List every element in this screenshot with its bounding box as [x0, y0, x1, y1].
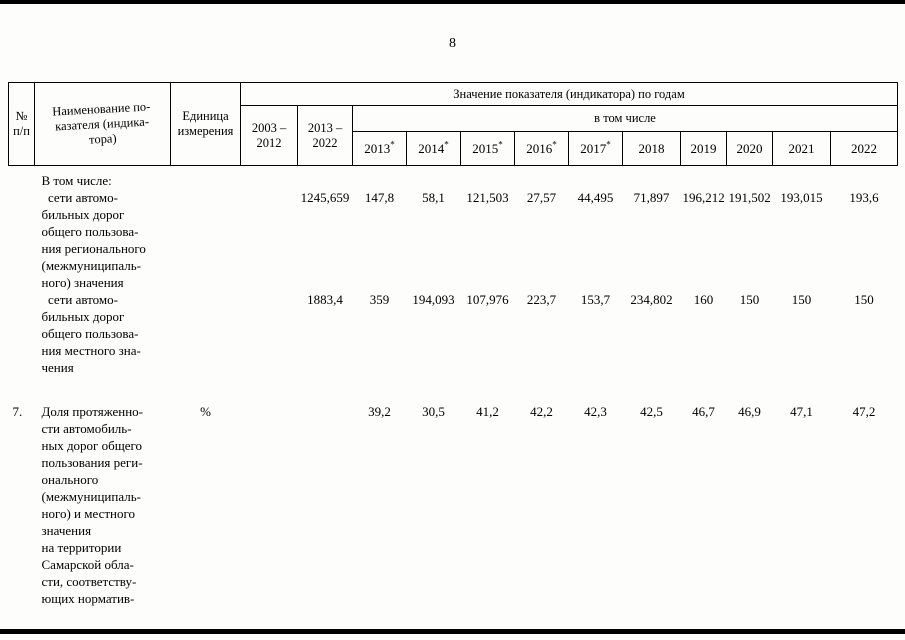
row-name: сети автомо- бильных дорог общего пользо…: [41, 292, 141, 375]
footnote-star: *: [606, 139, 611, 150]
year-header-2021: 2021: [772, 131, 831, 166]
header-row-group: № п/п Наименование по- казателя (индика-…: [8, 82, 899, 166]
cell-2003-2012: [241, 166, 298, 292]
cell-2015: 107,976: [466, 292, 509, 307]
row-unit: [171, 291, 241, 376]
scan-edge-bottom: [0, 629, 905, 634]
cell-2003-2012: [241, 291, 298, 376]
table-row-share-of-roads: 7. Доля протяженно- сти автомобиль- ных …: [9, 376, 898, 607]
cell-2013: 359: [369, 292, 390, 307]
row-name: Доля протяженно- сти автомобиль- ных дор…: [41, 404, 144, 606]
cell-2018: 71,897: [633, 190, 670, 205]
cell-2014: 58,1: [422, 190, 445, 205]
cell-2021: 193,015: [780, 190, 823, 205]
year-header-2014: 2014*: [406, 131, 461, 166]
cell-2020: 191,502: [728, 190, 771, 205]
col-header-values-group: Значение показателя (индикатора) по года…: [239, 82, 899, 106]
cell-2013-2022: 1883,4: [307, 292, 343, 307]
cell-2018: 234,802: [630, 292, 673, 307]
table-header: № п/п Наименование по- казателя (индика-…: [8, 82, 899, 166]
table-body: В том числе: сети автомо- бильных дорог …: [9, 166, 898, 608]
cell-2015: 41,2: [476, 404, 499, 419]
row-unit: [171, 166, 241, 292]
cell-2020: 46,9: [738, 404, 761, 419]
cell-2020: 150: [739, 292, 760, 307]
year-header-2016: 2016*: [514, 131, 569, 166]
year-header-2018: 2018: [622, 131, 681, 166]
footnote-star: *: [498, 139, 503, 150]
cell-2021: 150: [791, 292, 812, 307]
cell-2013: 147,8: [364, 190, 395, 205]
cell-2019: 196,212: [682, 190, 725, 205]
cell-2014: 194,093: [412, 292, 455, 307]
cell-2016: 42,2: [530, 404, 553, 419]
scan-edge-top: [0, 0, 905, 4]
row-number: [9, 291, 35, 376]
cell-2016: 223,7: [526, 292, 557, 307]
cell-2018: 42,5: [640, 404, 663, 419]
year-header-2015: 2015*: [460, 131, 515, 166]
col-header-including: в том числе: [351, 105, 899, 132]
row-name: В том числе: сети автомо- бильных дорог …: [41, 173, 146, 290]
cell-2021: 47,1: [790, 404, 813, 419]
row-number: [9, 166, 35, 292]
cell-2019: 46,7: [692, 404, 715, 419]
header-row-subgroup: 2003 – 2012 2013 – 2022 в том числе: [9, 105, 899, 166]
cell-2022: 193,6: [849, 190, 879, 205]
table-row-local-roads: сети автомо- бильных дорог общего пользо…: [9, 291, 898, 376]
cell-2014: 30,5: [422, 404, 445, 419]
page-number: 8: [449, 36, 456, 51]
col-header-name-label: Наименование по- казателя (индика- тора): [52, 98, 152, 147]
cell-2022: 47,2: [852, 404, 876, 419]
col-header-num: № п/п: [8, 82, 35, 166]
row-unit: %: [200, 404, 211, 419]
year-header-2019: 2019: [680, 131, 727, 166]
year-header-2020: 2020: [726, 131, 773, 166]
footnote-star: *: [444, 139, 449, 150]
col-header-range-2013-2022: 2013 – 2022: [297, 105, 353, 166]
cell-2016: 27,57: [526, 190, 557, 205]
indicator-table: № п/п Наименование по- казателя (индика-…: [8, 82, 899, 608]
cell-2013-2022: 1245,659: [300, 190, 350, 205]
cell-2019: 160: [693, 292, 714, 307]
year-header-2017: 2017*: [568, 131, 623, 166]
cell-2017: 153,7: [580, 292, 611, 307]
col-header-range-2003-2012: 2003 – 2012: [240, 105, 298, 166]
cell-2003-2012: [241, 376, 298, 607]
header-row-years: 2013* 2014* 2015* 2016* 2017* 2018 2019 …: [9, 131, 899, 166]
cell-2017: 44,495: [577, 190, 614, 205]
year-header-2022: 2022: [829, 131, 899, 166]
footnote-star: *: [552, 139, 557, 150]
cell-2013: 39,2: [368, 404, 391, 419]
col-header-name: Наименование по- казателя (индика- тора): [34, 82, 171, 166]
table-row-regional-roads: В том числе: сети автомо- бильных дорог …: [9, 166, 898, 292]
cell-2022: 150: [854, 292, 874, 307]
cell-2017: 42,3: [584, 404, 607, 419]
cell-2013-2022: [298, 376, 353, 607]
year-header-2013: 2013*: [352, 131, 407, 166]
row-number: 7.: [12, 404, 23, 419]
cell-2015: 121,503: [466, 190, 509, 205]
footnote-star: *: [390, 139, 395, 150]
col-header-unit: Единица измерения: [170, 82, 241, 166]
